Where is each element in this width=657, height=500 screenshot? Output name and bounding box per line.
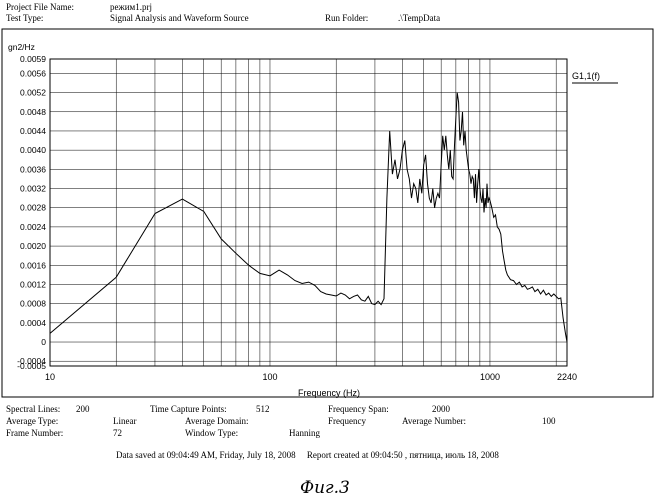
y-tick-labels: 0.0059 0.0056 0.0052 0.0048 0.0044 0.0040 0.00…: [17, 54, 46, 371]
spectral-lines-value: 200: [76, 404, 90, 414]
y-tick-label: 0.0004: [20, 318, 46, 328]
time-capture-label: Time Capture Points:: [150, 404, 227, 414]
plot-area: [49, 58, 568, 367]
project-file-value: режим1.prj: [110, 2, 152, 12]
average-type-value: Linear: [113, 416, 137, 426]
y-tick-label: 0.0059: [20, 54, 46, 64]
y-tick-label: 0.0036: [20, 164, 46, 174]
test-type-value: Signal Analysis and Waveform Source: [110, 13, 249, 23]
y-tick-label: 0.0032: [20, 184, 46, 194]
average-type-label: Average Type:: [6, 416, 59, 426]
average-domain-value: Frequency: [328, 416, 366, 426]
y-tick-label: 0.0008: [20, 299, 46, 309]
x-tick-label: 1000: [480, 372, 500, 382]
frequency-span-label: Frequency Span:: [328, 404, 389, 414]
y-tick-label: 0.0048: [20, 107, 46, 117]
average-number-value: 100: [542, 416, 556, 426]
saved-report-line: Data saved at 09:04:49 AM, Friday, July …: [116, 450, 499, 460]
spectral-lines-label: Spectral Lines:: [6, 404, 61, 414]
frequency-span-value: 2000: [432, 404, 450, 414]
y-tick-label: 0.0024: [20, 222, 46, 232]
average-domain-label: Average Domain:: [185, 416, 249, 426]
y-tick-label: 0: [41, 337, 46, 347]
time-capture-value: 512: [256, 404, 270, 414]
x-tick-label: 2240: [557, 372, 577, 382]
y-tick-label: 0.0020: [20, 241, 46, 251]
window-type-value: Hanning: [289, 428, 320, 438]
figure-caption: Фиг.3: [300, 478, 350, 498]
frame-number-label: Frame Number:: [6, 428, 64, 438]
run-folder-value: .\TempData: [398, 13, 441, 23]
y-axis-label: gn2/Hz: [8, 42, 35, 52]
y-tick-label: -0.0005: [17, 361, 46, 371]
y-tick-label: 0.0044: [20, 126, 46, 136]
chart-frame: [1, 28, 654, 398]
average-number-label: Average Number:: [402, 416, 467, 426]
legend-series-label: G1,1(f): [572, 71, 600, 81]
grid: [49, 58, 568, 367]
series-line-g11: [49, 92, 568, 343]
y-tick-label: 0.0016: [20, 260, 46, 270]
x-tick-label: 10: [45, 372, 55, 382]
y-tick-label: 0.0052: [20, 88, 46, 98]
y-tick-label: 0.0028: [20, 203, 46, 213]
run-folder-label: Run Folder:: [325, 13, 369, 23]
frame-number-value: 72: [113, 428, 122, 438]
x-tick-label: 100: [262, 372, 277, 382]
y-tick-label: 0.0040: [20, 145, 46, 155]
project-file-label: Project File Name:: [6, 2, 74, 12]
x-tick-labels: 10 100 1000 2240: [45, 372, 577, 382]
x-axis-label: Frequency (Hz): [298, 388, 360, 398]
test-type-label: Test Type:: [6, 13, 44, 23]
y-tick-label: 0.0012: [20, 279, 46, 289]
window-type-label: Window Type:: [185, 428, 239, 438]
y-tick-label: -0.0004: [17, 356, 46, 366]
y-tick-label: 0.0056: [20, 68, 46, 78]
